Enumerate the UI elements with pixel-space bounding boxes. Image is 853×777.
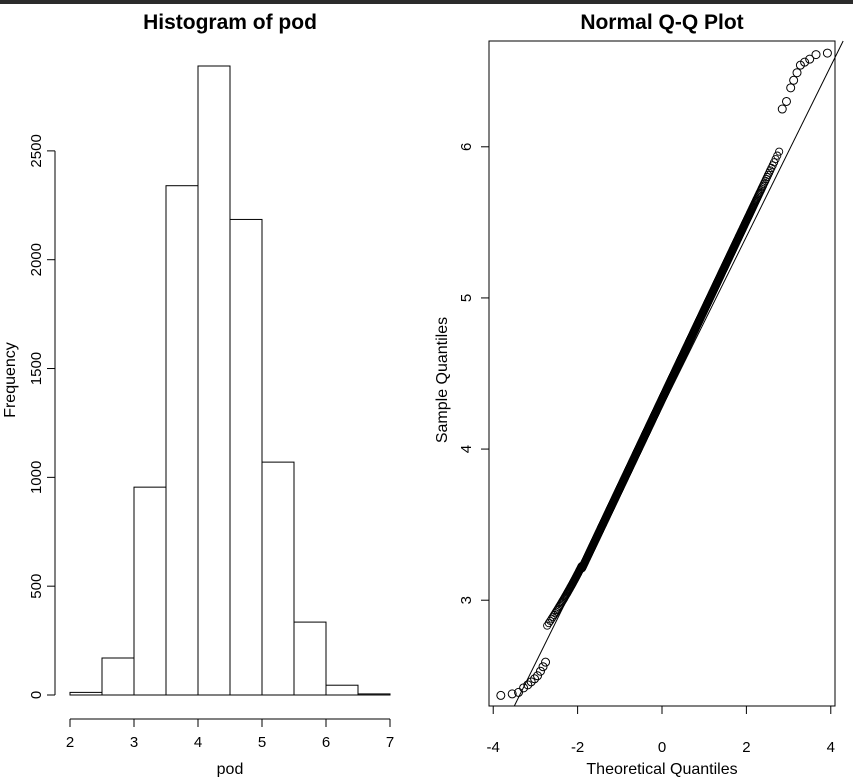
histogram-y-tick-label: 500 bbox=[28, 574, 45, 599]
histogram-x-tick-label: 3 bbox=[130, 734, 138, 751]
qq-title: Normal Q-Q Plot bbox=[580, 11, 743, 34]
qq-tail-point bbox=[777, 104, 787, 114]
histogram-bar bbox=[165, 185, 199, 696]
histogram-bar bbox=[325, 684, 359, 696]
histogram-bar bbox=[229, 218, 263, 696]
histogram-bar bbox=[133, 486, 167, 696]
qq-point bbox=[546, 616, 555, 625]
qq-tail-point bbox=[530, 674, 540, 684]
qq-x-tick-label: -2 bbox=[571, 739, 584, 756]
qq-tail-point bbox=[789, 75, 799, 85]
qq-points bbox=[496, 48, 832, 700]
qq-tail-point bbox=[792, 68, 802, 78]
qq-tail-point bbox=[526, 677, 536, 687]
histogram-bar bbox=[357, 693, 391, 696]
histogram-y-tick-label: 1000 bbox=[28, 461, 45, 494]
histogram-x-tick-label: 6 bbox=[322, 734, 330, 751]
qq-y-tick-label: 5 bbox=[458, 294, 475, 302]
histogram-y-tick-label: 1500 bbox=[28, 352, 45, 385]
qq-tail-point bbox=[523, 680, 533, 690]
qq-y-axis: 3 4 5 6 bbox=[458, 143, 490, 604]
histogram-y-tick-label: 0 bbox=[28, 691, 45, 699]
histogram-bar bbox=[197, 65, 231, 696]
qq-reference-line bbox=[513, 40, 844, 707]
histogram-bar bbox=[261, 461, 295, 696]
qq-x-tick-label: 2 bbox=[742, 739, 750, 756]
qq-point bbox=[544, 619, 553, 628]
histogram-title: Histogram of pod bbox=[143, 11, 317, 34]
histogram-y-axis: 0 500 1000 1500 2000 2500 bbox=[28, 134, 56, 699]
histogram-y-tick-label: 2500 bbox=[28, 134, 45, 167]
qq-y-tick-label: 3 bbox=[458, 596, 475, 604]
qq-y-label: Sample Quantiles bbox=[434, 317, 451, 443]
qq-point bbox=[775, 147, 784, 156]
qq-tail-point bbox=[811, 50, 821, 60]
qq-x-axis: -4 -2 0 2 4 bbox=[487, 705, 835, 756]
qq-point bbox=[773, 151, 782, 160]
qq-reference-line-group bbox=[513, 40, 844, 707]
qq-tail-point bbox=[533, 671, 543, 681]
qq-y-tick-label: 6 bbox=[458, 143, 475, 151]
qq-point bbox=[760, 178, 769, 187]
histogram-bar bbox=[293, 621, 327, 696]
histogram-x-label: pod bbox=[217, 761, 244, 777]
histogram-bars bbox=[69, 65, 391, 696]
histogram-x-axis: 2 3 4 5 6 7 bbox=[66, 718, 394, 751]
qq-tail-point bbox=[541, 657, 551, 667]
qq-x-tick-label: 0 bbox=[658, 739, 666, 756]
qq-tail-point bbox=[805, 54, 815, 64]
histogram-bar bbox=[69, 691, 103, 696]
window-top-border bbox=[0, 0, 853, 4]
histogram-x-tick-label: 7 bbox=[386, 734, 394, 751]
histogram-x-tick-label: 5 bbox=[258, 734, 266, 751]
qq-tail-point bbox=[496, 690, 506, 700]
histogram-x-tick-label: 2 bbox=[66, 734, 74, 751]
qq-tail-point bbox=[538, 662, 548, 672]
qq-x-tick-label: -4 bbox=[487, 739, 500, 756]
qq-panel: Normal Q-Q Plot Theoretical Quantiles Sa… bbox=[434, 11, 844, 777]
qq-tail-point bbox=[535, 666, 545, 676]
qq-tail-point bbox=[507, 689, 517, 699]
qq-tail-point bbox=[786, 83, 796, 93]
qq-y-tick-label: 4 bbox=[458, 445, 475, 453]
histogram-y-tick-label: 2000 bbox=[28, 243, 45, 276]
qq-x-label: Theoretical Quantiles bbox=[586, 761, 737, 777]
qq-tail-point bbox=[822, 48, 832, 58]
qq-tail-point bbox=[800, 57, 810, 67]
qq-tail-point bbox=[781, 96, 791, 106]
histogram-bar bbox=[101, 657, 135, 696]
qq-plot-frame bbox=[488, 40, 836, 707]
qq-x-tick-label: 4 bbox=[827, 739, 835, 756]
histogram-x-tick-label: 4 bbox=[194, 734, 202, 751]
histogram-panel: Histogram of pod pod Frequency 2 3 4 5 6 7 0 5… bbox=[2, 11, 394, 777]
histogram-y-label: Frequency bbox=[2, 342, 19, 418]
